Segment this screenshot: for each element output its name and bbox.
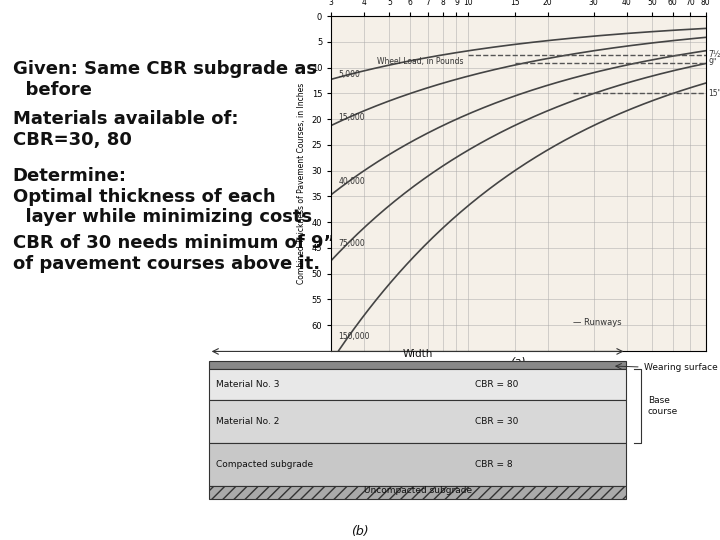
Text: Wearing surface: Wearing surface	[644, 363, 718, 373]
FancyBboxPatch shape	[209, 400, 626, 443]
Text: 75,000: 75,000	[338, 239, 365, 247]
Text: Uncompacted subgrade: Uncompacted subgrade	[364, 487, 472, 495]
Text: Material No. 2: Material No. 2	[216, 417, 279, 426]
Y-axis label: Combined Thickness of Pavement Courses, in Inches: Combined Thickness of Pavement Courses, …	[297, 83, 306, 284]
Text: — Runways: — Runways	[573, 318, 621, 327]
FancyBboxPatch shape	[209, 361, 626, 369]
FancyBboxPatch shape	[209, 369, 626, 400]
Text: CBR of 30 needs minimum of 9”
of pavement courses above it.: CBR of 30 needs minimum of 9” of pavemen…	[13, 234, 335, 273]
Text: CBR = 80: CBR = 80	[475, 380, 518, 389]
Text: Material No. 3: Material No. 3	[216, 380, 279, 389]
FancyBboxPatch shape	[209, 485, 626, 499]
Text: Wheel Load, in Pounds: Wheel Load, in Pounds	[377, 57, 464, 66]
Text: 9": 9"	[708, 58, 717, 67]
Text: Materials available of:
CBR=30, 80: Materials available of: CBR=30, 80	[13, 110, 238, 148]
Text: CBR = 8: CBR = 8	[475, 460, 513, 469]
Text: Given: Same CBR subgrade as
  before: Given: Same CBR subgrade as before	[13, 60, 317, 98]
Text: 5,000: 5,000	[338, 70, 361, 79]
Text: 15": 15"	[708, 89, 720, 98]
Text: Determine:
Optimal thickness of each
  layer while minimizing costs: Determine: Optimal thickness of each lay…	[13, 167, 312, 226]
Text: 40,000: 40,000	[338, 177, 365, 186]
Text: Base
course: Base course	[648, 396, 678, 416]
Text: Width: Width	[402, 348, 433, 359]
Text: 15,000: 15,000	[338, 113, 365, 122]
Text: (a): (a)	[510, 356, 526, 367]
FancyBboxPatch shape	[209, 443, 626, 485]
Text: 7½": 7½"	[708, 50, 720, 59]
Text: (b): (b)	[351, 525, 369, 538]
Text: Compacted subgrade: Compacted subgrade	[216, 460, 313, 469]
Text: 150,000: 150,000	[338, 333, 370, 341]
Text: CBR = 30: CBR = 30	[475, 417, 518, 426]
